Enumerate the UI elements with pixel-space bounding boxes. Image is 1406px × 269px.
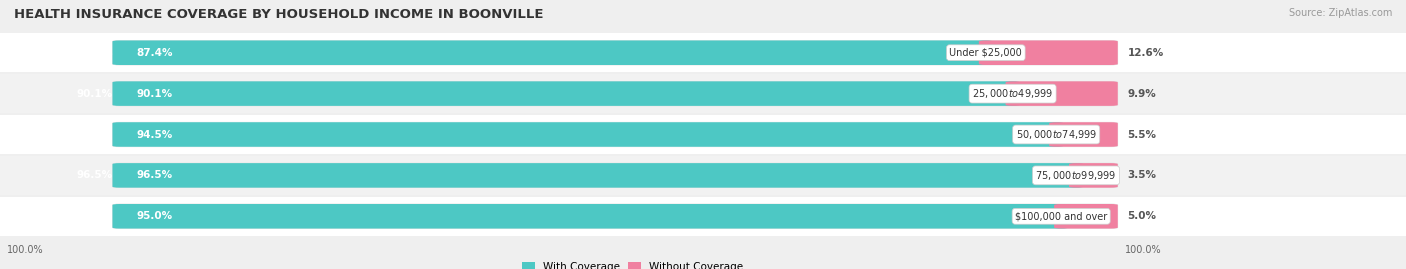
Bar: [0, 115, 1406, 154]
FancyBboxPatch shape: [112, 81, 1019, 106]
FancyBboxPatch shape: [1049, 122, 1118, 147]
FancyBboxPatch shape: [1005, 81, 1118, 106]
FancyBboxPatch shape: [112, 204, 1118, 229]
Text: $75,000 to $99,999: $75,000 to $99,999: [1035, 169, 1116, 182]
Bar: [0, 74, 1406, 113]
Text: $100,000 and over: $100,000 and over: [1015, 211, 1108, 221]
Bar: [0, 156, 1406, 195]
FancyBboxPatch shape: [112, 204, 1069, 229]
FancyBboxPatch shape: [112, 122, 1118, 147]
FancyBboxPatch shape: [112, 40, 993, 65]
FancyBboxPatch shape: [112, 81, 1118, 106]
Legend: With Coverage, Without Coverage: With Coverage, Without Coverage: [517, 258, 748, 269]
Text: 5.5%: 5.5%: [1128, 129, 1157, 140]
Text: 90.1%: 90.1%: [76, 89, 112, 99]
Bar: [0, 197, 1406, 236]
Text: Source: ZipAtlas.com: Source: ZipAtlas.com: [1288, 8, 1392, 18]
Text: 5.0%: 5.0%: [1128, 211, 1157, 221]
Text: 12.6%: 12.6%: [1128, 48, 1164, 58]
FancyBboxPatch shape: [1069, 163, 1118, 188]
Text: HEALTH INSURANCE COVERAGE BY HOUSEHOLD INCOME IN BOONVILLE: HEALTH INSURANCE COVERAGE BY HOUSEHOLD I…: [14, 8, 544, 21]
Text: 87.4%: 87.4%: [76, 48, 112, 58]
Text: 87.4%: 87.4%: [136, 48, 173, 58]
Text: 96.5%: 96.5%: [76, 170, 112, 180]
Text: 94.5%: 94.5%: [136, 129, 173, 140]
Text: 100.0%: 100.0%: [1125, 245, 1161, 255]
Text: 3.5%: 3.5%: [1128, 170, 1157, 180]
FancyBboxPatch shape: [112, 163, 1118, 188]
FancyBboxPatch shape: [1054, 204, 1118, 229]
Text: 95.0%: 95.0%: [136, 211, 173, 221]
FancyBboxPatch shape: [112, 122, 1063, 147]
Text: $50,000 to $74,999: $50,000 to $74,999: [1015, 128, 1097, 141]
Bar: [0, 33, 1406, 72]
Text: 9.9%: 9.9%: [1128, 89, 1156, 99]
Text: $25,000 to $49,999: $25,000 to $49,999: [972, 87, 1053, 100]
Text: 96.5%: 96.5%: [136, 170, 173, 180]
Text: 94.5%: 94.5%: [76, 129, 112, 140]
FancyBboxPatch shape: [979, 40, 1118, 65]
FancyBboxPatch shape: [112, 163, 1083, 188]
FancyBboxPatch shape: [112, 40, 1118, 65]
Text: 100.0%: 100.0%: [7, 245, 44, 255]
Text: Under $25,000: Under $25,000: [949, 48, 1022, 58]
Text: 90.1%: 90.1%: [136, 89, 173, 99]
Text: 95.0%: 95.0%: [76, 211, 112, 221]
